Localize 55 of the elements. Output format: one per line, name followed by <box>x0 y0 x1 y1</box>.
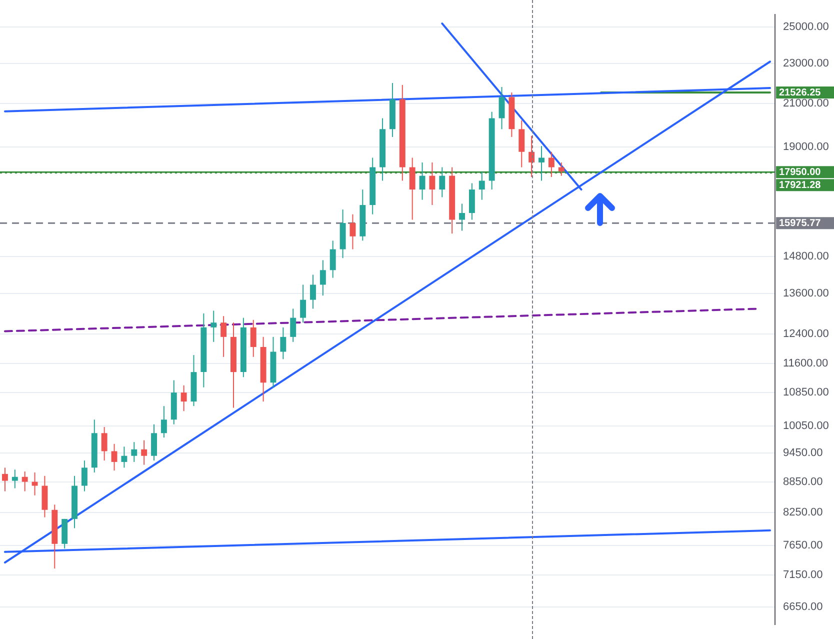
candlestick <box>111 443 118 472</box>
candlestick <box>180 384 187 412</box>
y-tick-label: 7650.00 <box>783 540 823 552</box>
candlestick <box>468 182 475 220</box>
y-tick-label: 25000.00 <box>783 21 829 34</box>
series-label: 21526.25 <box>779 87 822 98</box>
candlestick <box>439 166 446 198</box>
y-tick-label: 23000.00 <box>783 58 829 70</box>
candlestick <box>22 471 28 492</box>
candlestick <box>210 310 217 342</box>
candlestick <box>330 240 336 278</box>
candlestick <box>121 446 128 468</box>
ref-line-label: 17950.00 <box>779 166 822 178</box>
candlestick <box>131 442 138 462</box>
y-tick-label: 13600.00 <box>783 288 829 300</box>
candlestick <box>101 426 108 462</box>
candlestick <box>81 460 88 492</box>
candlestick <box>310 274 316 310</box>
candlestick <box>160 406 167 438</box>
candlestick <box>141 440 148 466</box>
candlestick <box>478 170 485 200</box>
y-tick-label: 8850.00 <box>783 476 823 488</box>
y-tick-label: 9450.00 <box>783 447 823 460</box>
candlestick <box>250 319 256 358</box>
candlestick <box>518 120 525 168</box>
candlestick <box>538 146 544 182</box>
ref-line-label: 17921.28 <box>779 180 822 191</box>
candlestick <box>548 151 554 178</box>
y-tick-label: 10050.00 <box>783 420 829 432</box>
candlestick <box>220 316 227 358</box>
candlestick <box>558 162 564 176</box>
candlestick <box>2 467 8 492</box>
candlestick <box>459 203 465 232</box>
y-tick-label: 8250.00 <box>783 506 823 519</box>
candlestick <box>12 469 18 489</box>
y-tick-label: 14800.00 <box>783 250 829 263</box>
candlestick <box>350 214 356 250</box>
candlestick <box>32 472 38 496</box>
y-tick-label: 10850.00 <box>783 386 829 399</box>
y-tick-label: 21000.00 <box>783 97 829 110</box>
candlestick <box>151 424 157 462</box>
candlestick <box>429 162 436 206</box>
y-tick-label: 11600.00 <box>783 357 828 370</box>
y-tick-label: 7150.00 <box>783 569 823 582</box>
y-tick-label: 6650.00 <box>783 600 823 613</box>
candlestick <box>409 157 416 220</box>
candlestick <box>290 308 296 342</box>
candlestick <box>419 162 426 200</box>
ref-line-label: 15975.77 <box>779 218 822 229</box>
candlestick <box>280 326 286 360</box>
y-tick-label: 12400.00 <box>783 328 829 340</box>
y-tick-label: 19000.00 <box>783 141 829 154</box>
candlestick <box>498 86 505 130</box>
candlestick <box>300 284 306 324</box>
candlestick <box>320 260 326 296</box>
